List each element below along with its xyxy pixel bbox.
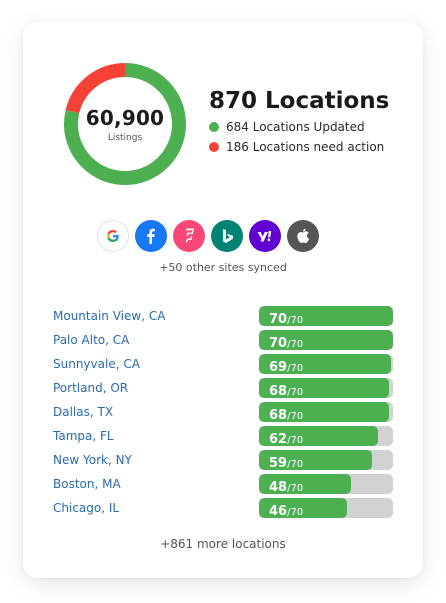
location-score-max: /70 bbox=[287, 387, 304, 398]
apple-glyph bbox=[297, 228, 310, 244]
locations-title: 870 Locations bbox=[209, 88, 390, 114]
location-row[interactable]: Sunnyvale, CA 69/70 bbox=[53, 353, 393, 377]
location-score-max: /70 bbox=[287, 411, 304, 422]
location-score-value: 68 bbox=[269, 408, 288, 422]
more-locations-link[interactable]: +861 more locations bbox=[160, 537, 286, 551]
location-name[interactable]: Chicago, IL bbox=[53, 501, 120, 515]
foursquare-icon[interactable] bbox=[173, 220, 205, 252]
location-score-value: 68 bbox=[269, 384, 288, 398]
location-row[interactable]: Mountain View, CA 70/70 bbox=[53, 305, 393, 329]
location-score-bar: 59/70 bbox=[259, 450, 393, 470]
donut-center: 60,900 Listings bbox=[64, 63, 186, 185]
location-score-text: 62/70 bbox=[269, 428, 303, 446]
donut-segment-action bbox=[64, 63, 186, 185]
location-name[interactable]: Sunnyvale, CA bbox=[53, 357, 140, 371]
foursquare-glyph bbox=[184, 228, 194, 243]
location-score-bar: 48/70 bbox=[259, 474, 393, 494]
location-score-max: /70 bbox=[287, 483, 304, 494]
location-row[interactable]: Boston, MA 48/70 bbox=[53, 473, 393, 497]
location-name[interactable]: Dallas, TX bbox=[53, 405, 114, 419]
location-score-max: /70 bbox=[287, 363, 304, 374]
location-score-value: 62 bbox=[269, 432, 288, 446]
location-score-max: /70 bbox=[287, 315, 304, 326]
location-row[interactable]: Palo Alto, CA 70/70 bbox=[53, 329, 393, 353]
location-score-bar: 70/70 bbox=[259, 330, 393, 350]
location-score-fill bbox=[259, 354, 392, 374]
location-name[interactable]: Palo Alto, CA bbox=[53, 333, 130, 347]
location-score-text: 68/70 bbox=[269, 404, 303, 422]
apple-icon[interactable] bbox=[287, 220, 319, 252]
location-score-text: 70/70 bbox=[269, 308, 303, 326]
location-score-value: 48 bbox=[269, 480, 288, 494]
locations-card: 60,900 Listings 870 Locations 684 Locati… bbox=[23, 22, 423, 578]
green-dot-icon bbox=[209, 122, 219, 132]
location-row[interactable]: Chicago, IL 46/70 bbox=[53, 497, 393, 521]
facebook-icon[interactable] bbox=[135, 220, 167, 252]
location-row[interactable]: Tampa, FL 62/70 bbox=[53, 425, 393, 449]
sites-synced-caption: +50 other sites synced bbox=[159, 261, 287, 274]
location-row[interactable]: Dallas, TX 68/70 bbox=[53, 401, 393, 425]
yahoo-glyph bbox=[257, 231, 272, 242]
location-score-text: 59/70 bbox=[269, 452, 303, 470]
location-score-value: 59 bbox=[269, 456, 288, 470]
location-score-fill bbox=[259, 498, 348, 518]
location-name[interactable]: New York, NY bbox=[53, 453, 132, 467]
yahoo-icon[interactable] bbox=[249, 220, 281, 252]
location-score-value: 70 bbox=[269, 312, 288, 326]
location-score-bar: 70/70 bbox=[259, 306, 393, 326]
location-row[interactable]: Portland, OR 68/70 bbox=[53, 377, 393, 401]
location-score-max: /70 bbox=[287, 339, 304, 350]
location-score-text: 48/70 bbox=[269, 476, 303, 494]
location-score-text: 69/70 bbox=[269, 356, 303, 374]
location-name[interactable]: Portland, OR bbox=[53, 381, 129, 395]
location-score-max: /70 bbox=[287, 435, 304, 446]
location-score-value: 70 bbox=[269, 336, 288, 350]
location-score-fill bbox=[259, 402, 390, 422]
location-score-text: 68/70 bbox=[269, 380, 303, 398]
location-score-max: /70 bbox=[287, 459, 304, 470]
location-score-max: /70 bbox=[287, 507, 304, 518]
location-score-fill bbox=[259, 330, 393, 350]
location-score-bar: 68/70 bbox=[259, 378, 393, 398]
legend-action-label: 186 Locations need action bbox=[226, 140, 385, 154]
location-score-value: 46 bbox=[269, 504, 288, 518]
location-score-fill bbox=[259, 378, 390, 398]
locations-list: Mountain View, CA 70/70 Palo Alto, CA 70/70… bbox=[53, 305, 393, 521]
location-name[interactable]: Tampa, FL bbox=[53, 429, 114, 443]
google-glyph bbox=[107, 230, 119, 242]
bing-icon[interactable] bbox=[211, 220, 243, 252]
location-score-fill bbox=[259, 306, 393, 326]
location-score-fill bbox=[259, 426, 378, 446]
bing-glyph bbox=[223, 229, 233, 243]
facebook-glyph bbox=[147, 228, 155, 244]
location-score-value: 69 bbox=[269, 360, 288, 374]
synced-sites bbox=[97, 220, 319, 252]
legend-action: 186 Locations need action bbox=[209, 140, 389, 154]
location-score-text: 70/70 bbox=[269, 332, 303, 350]
listings-count: 60,900 bbox=[85, 105, 165, 130]
location-name[interactable]: Mountain View, CA bbox=[53, 309, 166, 323]
location-score-fill bbox=[259, 474, 351, 494]
listings-caption: Listings bbox=[107, 132, 143, 143]
location-score-bar: 46/70 bbox=[259, 498, 393, 518]
location-name[interactable]: Boston, MA bbox=[53, 477, 121, 491]
location-score-text: 46/70 bbox=[269, 500, 303, 518]
google-icon[interactable] bbox=[97, 220, 129, 252]
location-row[interactable]: New York, NY 59/70 bbox=[53, 449, 393, 473]
red-dot-icon bbox=[209, 142, 219, 152]
legend-updated-label: 684 Locations Updated bbox=[226, 120, 365, 134]
location-score-bar: 62/70 bbox=[259, 426, 393, 446]
location-score-fill bbox=[259, 450, 372, 470]
donut-svg bbox=[64, 63, 186, 185]
listings-donut-chart: 60,900 Listings bbox=[64, 63, 186, 185]
locations-summary: 870 Locations 684 Locations Updated 186 … bbox=[209, 88, 389, 154]
location-score-bar: 68/70 bbox=[259, 402, 393, 422]
legend-updated: 684 Locations Updated bbox=[209, 120, 389, 134]
location-score-bar: 69/70 bbox=[259, 354, 393, 374]
